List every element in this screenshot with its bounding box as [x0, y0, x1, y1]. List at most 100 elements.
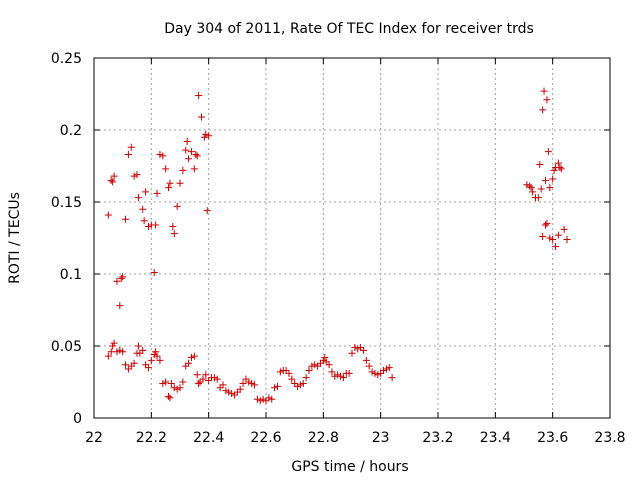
data-point [239, 379, 247, 387]
data-point [162, 378, 170, 386]
data-point [365, 362, 373, 370]
data-point [542, 176, 549, 184]
data-point [219, 381, 227, 389]
x-tick-label: 22.6 [250, 430, 281, 446]
data-point [144, 364, 152, 372]
data-point [563, 235, 571, 243]
data-point [139, 346, 147, 354]
data-point [169, 222, 177, 230]
data-point [166, 179, 174, 187]
data-point [337, 372, 345, 380]
x-tick-label: 23.2 [422, 430, 453, 446]
y-axis-title: ROTI / TECUs [7, 192, 23, 284]
data-point [167, 379, 175, 387]
data-point [540, 87, 548, 95]
data-point [380, 366, 388, 374]
data-point [385, 364, 393, 372]
y-tick-label: 0.1 [60, 267, 82, 283]
data-point [165, 392, 173, 400]
data-point [539, 106, 547, 114]
data-point [550, 166, 558, 174]
data-point [193, 152, 201, 160]
data-point [117, 274, 125, 282]
data-point [109, 178, 117, 186]
data-point [110, 172, 118, 180]
data-point [245, 378, 253, 386]
data-point [139, 205, 147, 213]
data-point [273, 382, 281, 390]
data-point [200, 133, 208, 141]
x-tick-label: 23 [372, 430, 390, 446]
data-point [196, 378, 204, 386]
data-point [388, 374, 396, 382]
data-point [546, 234, 554, 242]
data-point [294, 382, 302, 390]
data-point [542, 221, 549, 229]
data-point [142, 361, 150, 369]
y-tick-label: 0.2 [60, 123, 82, 139]
data-point [230, 391, 238, 399]
data-point [222, 387, 230, 395]
data-point [543, 96, 551, 104]
data-point [179, 378, 187, 386]
data-point [543, 220, 551, 228]
data-point [142, 188, 150, 196]
data-point [136, 349, 144, 357]
data-point [362, 356, 370, 364]
data-point [216, 384, 224, 392]
data-point [144, 222, 152, 230]
data-point [285, 369, 293, 377]
data-point [339, 374, 347, 382]
data-point [170, 230, 178, 238]
data-point [291, 379, 299, 387]
data-point [113, 277, 121, 285]
data-point [150, 269, 158, 277]
data-point [546, 184, 554, 192]
data-point [153, 189, 161, 197]
data-point [554, 231, 562, 239]
data-point [311, 361, 319, 369]
data-point [116, 302, 124, 310]
data-point [124, 365, 132, 373]
data-point [119, 273, 127, 281]
data-point [319, 356, 327, 364]
data-point [560, 225, 568, 233]
data-point [166, 394, 174, 402]
data-point [185, 155, 193, 163]
data-point [122, 361, 130, 369]
data-point [359, 346, 367, 354]
data-point [190, 352, 198, 360]
data-point [325, 361, 333, 369]
data-point [248, 379, 256, 387]
data-point [271, 384, 279, 392]
data-point [523, 181, 531, 189]
data-point [134, 194, 142, 202]
data-point [152, 221, 160, 229]
data-point [176, 179, 184, 187]
data-point [544, 148, 552, 156]
y-tick-label: 0.15 [51, 195, 82, 211]
x-tick-label: 23.4 [480, 430, 511, 446]
data-point [130, 172, 138, 180]
data-point [153, 352, 161, 360]
data-point [321, 354, 329, 362]
data-point [242, 375, 250, 383]
data-point [536, 161, 544, 169]
data-point [228, 390, 236, 398]
data-point [210, 374, 218, 382]
data-point [554, 159, 562, 167]
data-point [127, 362, 135, 370]
data-point [122, 215, 130, 223]
data-point [549, 235, 557, 243]
data-point [190, 165, 198, 173]
data-point [159, 379, 167, 387]
data-point [552, 243, 560, 251]
x-axis-title: GPS time / hours [291, 459, 408, 475]
data-point [529, 188, 537, 196]
data-point [185, 359, 193, 367]
data-point [205, 377, 213, 385]
data-point [205, 132, 213, 140]
data-point [203, 207, 211, 215]
data-point [262, 397, 270, 405]
data-point [251, 381, 259, 389]
